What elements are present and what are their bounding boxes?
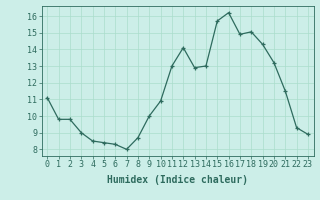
X-axis label: Humidex (Indice chaleur): Humidex (Indice chaleur): [107, 175, 248, 185]
